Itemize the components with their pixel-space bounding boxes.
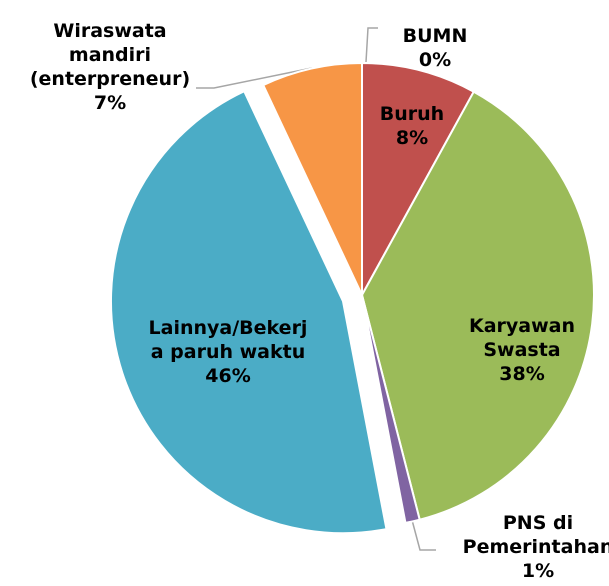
slice-name: Karyawan Swasta xyxy=(468,315,576,361)
leader-line xyxy=(411,519,436,551)
slice-label: Buruh 8% xyxy=(380,102,444,150)
slice-label: BUMN 0% xyxy=(403,24,468,72)
slice-label: Karyawan Swasta 38% xyxy=(469,314,575,386)
pie-slice xyxy=(110,89,388,535)
pie-slice xyxy=(261,61,363,296)
slice-label: Wiraswata mandiri (enterpreneur) 7% xyxy=(30,19,190,115)
pie-slice xyxy=(361,61,476,296)
leader-line xyxy=(196,67,313,89)
slice-percent: 7% xyxy=(93,92,127,114)
slice-percent: 8% xyxy=(395,127,429,149)
slice-name: Lainnya/Bekerj a paruh waktu xyxy=(148,317,308,363)
slice-name: Buruh xyxy=(379,103,445,125)
slice-name: PNS di Pemerintahan xyxy=(462,512,609,558)
slice-label: Lainnya/Bekerj a paruh waktu 46% xyxy=(149,316,308,388)
pie-slice xyxy=(361,294,421,525)
slice-name: Wiraswata mandiri (enterpreneur) xyxy=(29,20,191,90)
slice-percent: 38% xyxy=(499,363,545,385)
slice-percent: 1% xyxy=(521,560,555,582)
slice-name: BUMN xyxy=(402,25,468,47)
slice-label: PNS di Pemerintahan 1% xyxy=(463,511,609,583)
slice-percent: 46% xyxy=(205,365,251,387)
pie-slice xyxy=(360,90,595,521)
leader-line xyxy=(365,27,378,63)
slice-percent: 0% xyxy=(418,49,452,71)
